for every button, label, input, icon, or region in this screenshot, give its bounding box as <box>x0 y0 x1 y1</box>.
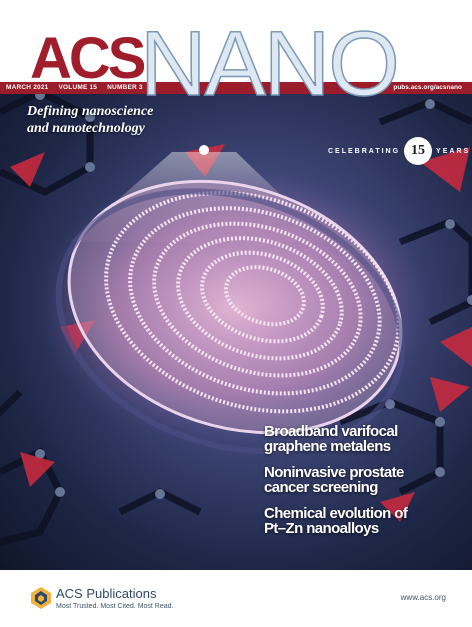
issue-volume: VOLUME 15 <box>58 84 98 91</box>
headline: Noninvasive prostate cancer screening <box>264 464 404 496</box>
headline: Chemical evolution of Pt–Zn nanoalloys <box>264 505 408 537</box>
anniversary-badge: CELEBRATING 15 YEARS <box>328 136 470 166</box>
tagline: Defining nanoscience and nanotechnology <box>27 103 187 137</box>
publisher-slogan: Most Trusted. Most Cited. Most Read. <box>56 603 174 610</box>
cover-headlines: Broadband varifocal graphene metalens No… <box>264 424 469 547</box>
journal-url: pubs.acs.org/acsnano <box>393 84 462 91</box>
publisher-url: www.acs.org <box>400 593 446 602</box>
tagline-line-1: Defining nanoscience <box>27 104 154 119</box>
publisher-name: ACS Publications <box>56 586 157 601</box>
nano-logo: NANO <box>139 13 400 115</box>
focal-point <box>199 145 209 155</box>
anniversary-word-celebrating: CELEBRATING <box>328 147 401 155</box>
issue-date: MARCH 2021 <box>6 84 49 91</box>
headline: Broadband varifocal graphene metalens <box>264 423 398 455</box>
metalens-disk <box>55 179 406 455</box>
lattice-nodes <box>35 92 472 499</box>
anniversary-number: 15 <box>404 137 433 165</box>
masthead <box>0 0 472 92</box>
issue-info: MARCH 2021 VOLUME 15 NUMBER 3 <box>6 82 151 94</box>
issue-number: NUMBER 3 <box>107 84 143 91</box>
acs-publications-logo-icon <box>31 587 51 609</box>
acs-logo: ACS <box>30 26 146 91</box>
anniversary-word-years: YEARS <box>436 147 471 155</box>
metalens-illustration <box>0 92 472 546</box>
masthead-bar <box>0 82 472 94</box>
cover-artwork <box>0 92 472 570</box>
tagline-line-2: and nanotechnology <box>27 121 145 136</box>
cover-footer: ACS Publications Most Trusted. Most Cite… <box>0 570 472 627</box>
